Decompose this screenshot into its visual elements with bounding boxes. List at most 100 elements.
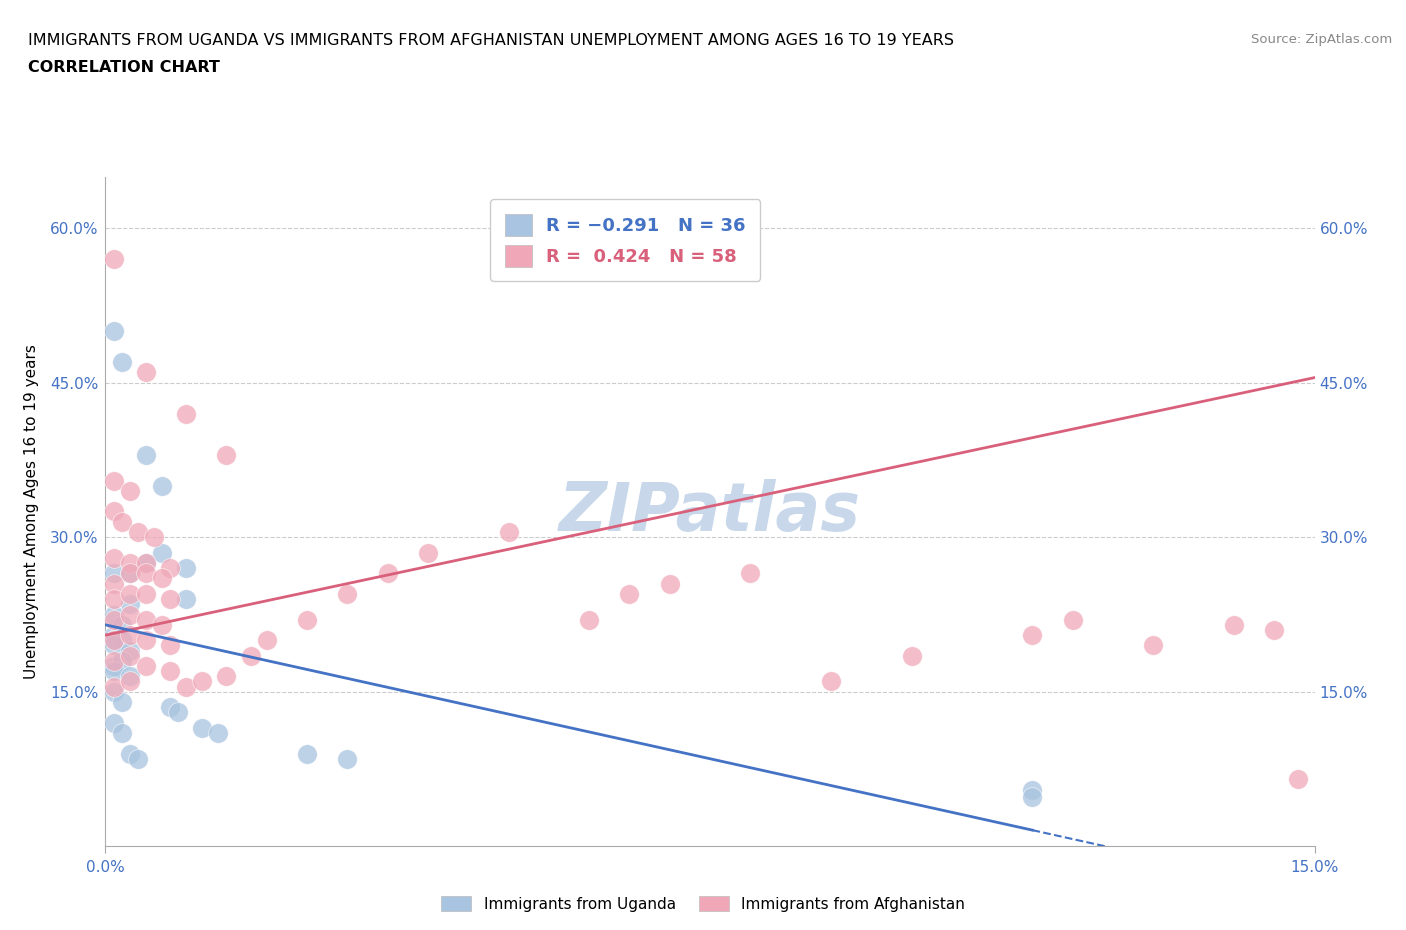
- Point: [127, 751, 149, 766]
- Point: [135, 565, 157, 580]
- Point: [159, 561, 181, 576]
- Text: Source: ZipAtlas.com: Source: ZipAtlas.com: [1251, 33, 1392, 46]
- Point: [103, 504, 125, 519]
- Point: [118, 644, 141, 658]
- Point: [103, 664, 125, 679]
- Point: [103, 638, 125, 653]
- Point: [1263, 622, 1285, 637]
- Point: [498, 525, 520, 539]
- Point: [118, 555, 141, 570]
- Point: [135, 632, 157, 647]
- Point: [103, 551, 125, 565]
- Point: [118, 597, 141, 612]
- Point: [1288, 772, 1310, 787]
- Point: [1142, 638, 1164, 653]
- Point: [118, 484, 141, 498]
- Point: [103, 591, 125, 606]
- Point: [336, 751, 359, 766]
- Point: [150, 478, 173, 493]
- Point: [135, 658, 157, 673]
- Point: [103, 658, 125, 673]
- Point: [578, 612, 600, 627]
- Point: [103, 632, 125, 647]
- Point: [103, 628, 125, 643]
- Point: [103, 324, 125, 339]
- Point: [118, 565, 141, 580]
- Point: [740, 565, 762, 580]
- Point: [118, 628, 141, 643]
- Point: [150, 618, 173, 632]
- Point: [110, 354, 132, 369]
- Point: [103, 684, 125, 699]
- Point: [150, 571, 173, 586]
- Point: [103, 612, 125, 627]
- Point: [159, 699, 181, 714]
- Point: [135, 587, 157, 602]
- Point: [1021, 782, 1043, 797]
- Point: [103, 632, 125, 647]
- Point: [1062, 612, 1084, 627]
- Point: [215, 669, 238, 684]
- Point: [256, 632, 278, 647]
- Point: [174, 406, 197, 421]
- Point: [135, 612, 157, 627]
- Point: [159, 638, 181, 653]
- Point: [103, 607, 125, 622]
- Point: [900, 648, 922, 663]
- Point: [377, 565, 399, 580]
- Point: [103, 565, 125, 580]
- Point: [295, 612, 318, 627]
- Point: [416, 545, 439, 560]
- Point: [118, 746, 141, 761]
- Point: [820, 674, 842, 689]
- Point: [191, 674, 214, 689]
- Point: [174, 679, 197, 694]
- Point: [118, 669, 141, 684]
- Point: [110, 514, 132, 529]
- Point: [174, 561, 197, 576]
- Point: [159, 664, 181, 679]
- Point: [1021, 790, 1043, 804]
- Point: [103, 252, 125, 267]
- Text: CORRELATION CHART: CORRELATION CHART: [28, 60, 219, 75]
- Point: [142, 530, 165, 545]
- Point: [295, 746, 318, 761]
- Point: [118, 607, 141, 622]
- Point: [110, 695, 132, 710]
- Legend: Immigrants from Uganda, Immigrants from Afghanistan: Immigrants from Uganda, Immigrants from …: [434, 889, 972, 918]
- Point: [619, 587, 641, 602]
- Point: [110, 654, 132, 669]
- Point: [135, 555, 157, 570]
- Y-axis label: Unemployment Among Ages 16 to 19 years: Unemployment Among Ages 16 to 19 years: [24, 344, 39, 679]
- Text: IMMIGRANTS FROM UGANDA VS IMMIGRANTS FROM AFGHANISTAN UNEMPLOYMENT AMONG AGES 16: IMMIGRANTS FROM UGANDA VS IMMIGRANTS FRO…: [28, 33, 955, 47]
- Point: [150, 545, 173, 560]
- Point: [118, 648, 141, 663]
- Point: [336, 587, 359, 602]
- Point: [215, 447, 238, 462]
- Point: [103, 473, 125, 488]
- Point: [110, 632, 132, 647]
- Point: [135, 365, 157, 379]
- Point: [118, 565, 141, 580]
- Point: [110, 725, 132, 740]
- Point: [103, 577, 125, 591]
- Legend: R = −0.291   N = 36, R =  0.424   N = 58: R = −0.291 N = 36, R = 0.424 N = 58: [491, 199, 761, 281]
- Point: [658, 577, 681, 591]
- Point: [1021, 628, 1043, 643]
- Point: [110, 618, 132, 632]
- Text: ZIPatlas: ZIPatlas: [560, 479, 860, 544]
- Point: [118, 674, 141, 689]
- Point: [239, 648, 262, 663]
- Point: [167, 705, 190, 720]
- Point: [191, 721, 214, 736]
- Point: [174, 591, 197, 606]
- Point: [1223, 618, 1246, 632]
- Point: [103, 715, 125, 730]
- Point: [207, 725, 229, 740]
- Point: [103, 679, 125, 694]
- Point: [135, 555, 157, 570]
- Point: [103, 654, 125, 669]
- Point: [118, 587, 141, 602]
- Point: [159, 591, 181, 606]
- Point: [127, 525, 149, 539]
